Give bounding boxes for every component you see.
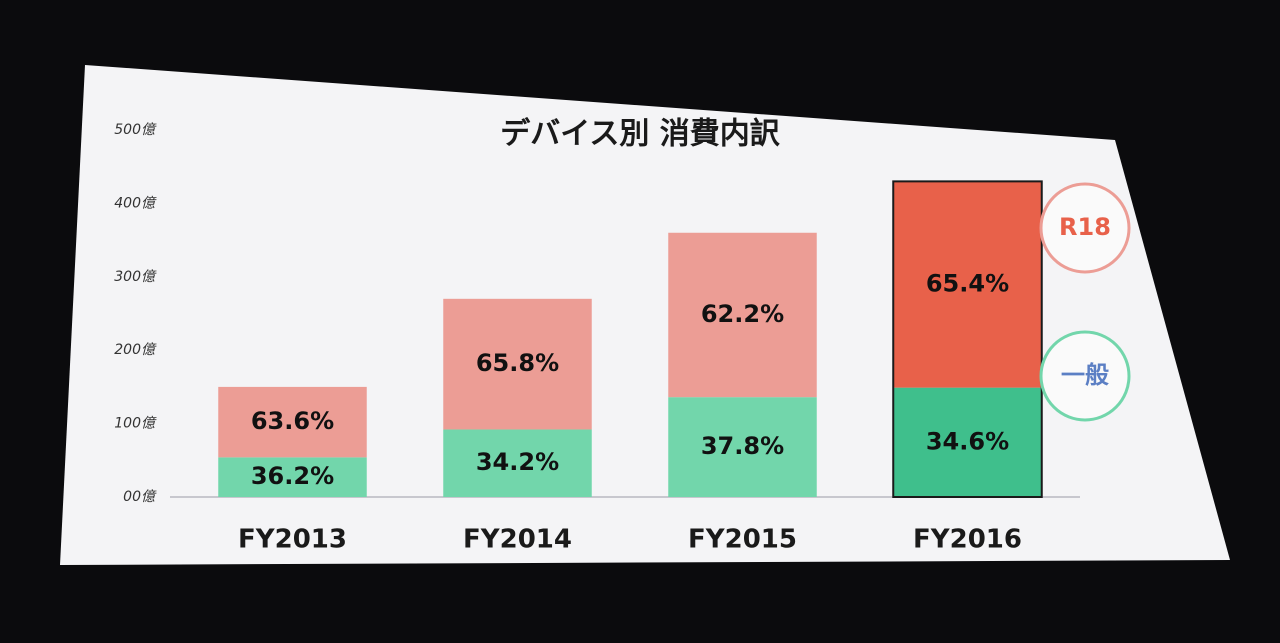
y-tick-label: 500億: [114, 122, 157, 138]
y-tick-label: 200億: [114, 342, 157, 358]
legend-label: 一般: [1061, 361, 1109, 389]
legend-label: R18: [1059, 213, 1111, 241]
bar-outline: [892, 180, 1043, 498]
share-label: 63.6%: [251, 407, 334, 435]
bar-segment: [668, 397, 817, 497]
bar-segment: [893, 181, 1042, 388]
x-tick-label: FY2014: [463, 525, 572, 555]
share-label: 34.2%: [476, 448, 559, 476]
bar-segment: [668, 232, 817, 398]
share-label: 37.8%: [701, 432, 784, 460]
chart-title: デバイス別 消費内訳: [500, 117, 781, 152]
bar-segment: [893, 387, 1042, 497]
legend-marker: [1039, 330, 1131, 422]
share-label: 34.6%: [926, 427, 1009, 455]
x-tick-label: FY2013: [238, 525, 347, 555]
share-label: 65.8%: [476, 349, 559, 377]
share-label: 65.4%: [926, 270, 1009, 298]
legend-marker: [1039, 182, 1131, 274]
x-tick-label: FY2015: [688, 525, 797, 555]
bar-segment: [443, 298, 592, 430]
bar-segment: [218, 386, 367, 458]
bar-segment: [443, 429, 592, 497]
bar-segment: [218, 457, 367, 497]
y-tick-label: 00億: [123, 489, 157, 505]
share-label: 36.2%: [251, 462, 334, 490]
x-tick-label: FY2016: [913, 525, 1022, 555]
share-label: 62.2%: [701, 300, 784, 328]
y-tick-label: 100億: [114, 416, 157, 432]
y-tick-label: 400億: [114, 195, 157, 211]
y-tick-label: 300億: [114, 269, 157, 285]
